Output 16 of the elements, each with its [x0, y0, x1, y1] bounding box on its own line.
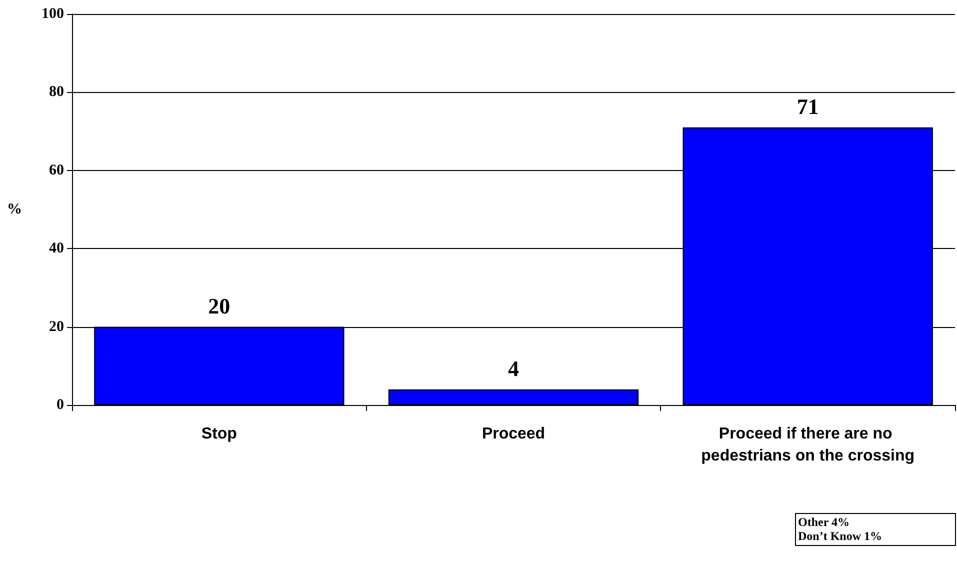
- bar: [388, 389, 639, 405]
- y-tick-label: 80: [49, 84, 64, 100]
- x-tick-label: Proceed if there are no pedestrians on the crossing: [701, 426, 915, 464]
- y-tick-label: 20: [49, 318, 64, 335]
- data-label: 71: [796, 94, 819, 119]
- x-tick-label: Stop: [201, 426, 238, 442]
- y-tick-label: 100: [42, 6, 64, 22]
- data-label: 4: [508, 356, 519, 381]
- y-tick-label: 40: [49, 240, 64, 257]
- x-tick-label: Proceed: [482, 426, 546, 442]
- y-tick-label: 60: [49, 162, 64, 178]
- text: Other 4%: [798, 515, 850, 529]
- y-axis-title: %: [7, 202, 22, 218]
- y-tick-label: 0: [56, 397, 64, 413]
- data-label: 20: [208, 293, 230, 318]
- text: Don’t Know 1%: [798, 529, 882, 543]
